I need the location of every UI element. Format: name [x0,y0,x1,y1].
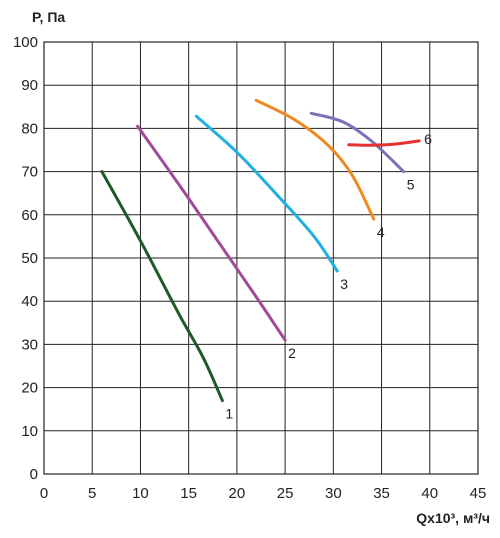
y-tick-label: 50 [21,250,38,267]
y-tick-label: 80 [21,120,38,137]
y-tick-label: 10 [21,423,38,440]
grid [43,41,479,475]
y-tick-label: 20 [21,380,38,397]
series-label-6: 6 [424,131,432,147]
x-tick-label: 35 [373,485,390,502]
x-tick-label: 5 [88,485,96,502]
y-tick-label: 70 [21,164,38,181]
series-line-2 [136,124,287,342]
series-label-1: 1 [225,406,233,422]
plot-frame [43,41,479,475]
series-line-4 [254,98,376,221]
series-label-3: 3 [340,276,348,292]
series-line-3 [194,114,339,273]
y-tick-label: 60 [21,207,38,224]
x-tick-label: 30 [325,485,342,502]
y-tick-label: 100 [13,34,38,51]
x-tick-label: 40 [421,485,438,502]
x-tick-label: 20 [229,485,246,502]
x-tick-label: 15 [180,485,197,502]
series-line-5 [309,111,406,174]
y-tick-labels: 0 10 20 30 40 50 60 70 80 90 100 [13,34,38,483]
series-label-2: 2 [288,345,296,361]
series-line-6 [347,139,421,147]
y-tick-label: 40 [21,293,38,310]
series-label-4: 4 [377,224,385,240]
y-tick-label: 90 [21,77,38,94]
y-tick-label: 30 [21,336,38,353]
series-label-5: 5 [407,177,415,193]
y-axis-label: P, Па [32,9,65,25]
x-axis-label: Qx10³, м³/ч [416,510,490,526]
x-tick-label: 25 [277,485,294,502]
x-tick-label: 10 [132,485,149,502]
series-group: 1 2 3 4 5 6 [100,98,432,422]
x-tick-labels: 0 5 10 15 20 25 30 35 40 45 [40,485,487,502]
x-tick-label: 45 [470,485,487,502]
series-line-1 [100,170,224,403]
y-tick-label: 0 [30,466,38,483]
x-tick-label: 0 [40,485,48,502]
